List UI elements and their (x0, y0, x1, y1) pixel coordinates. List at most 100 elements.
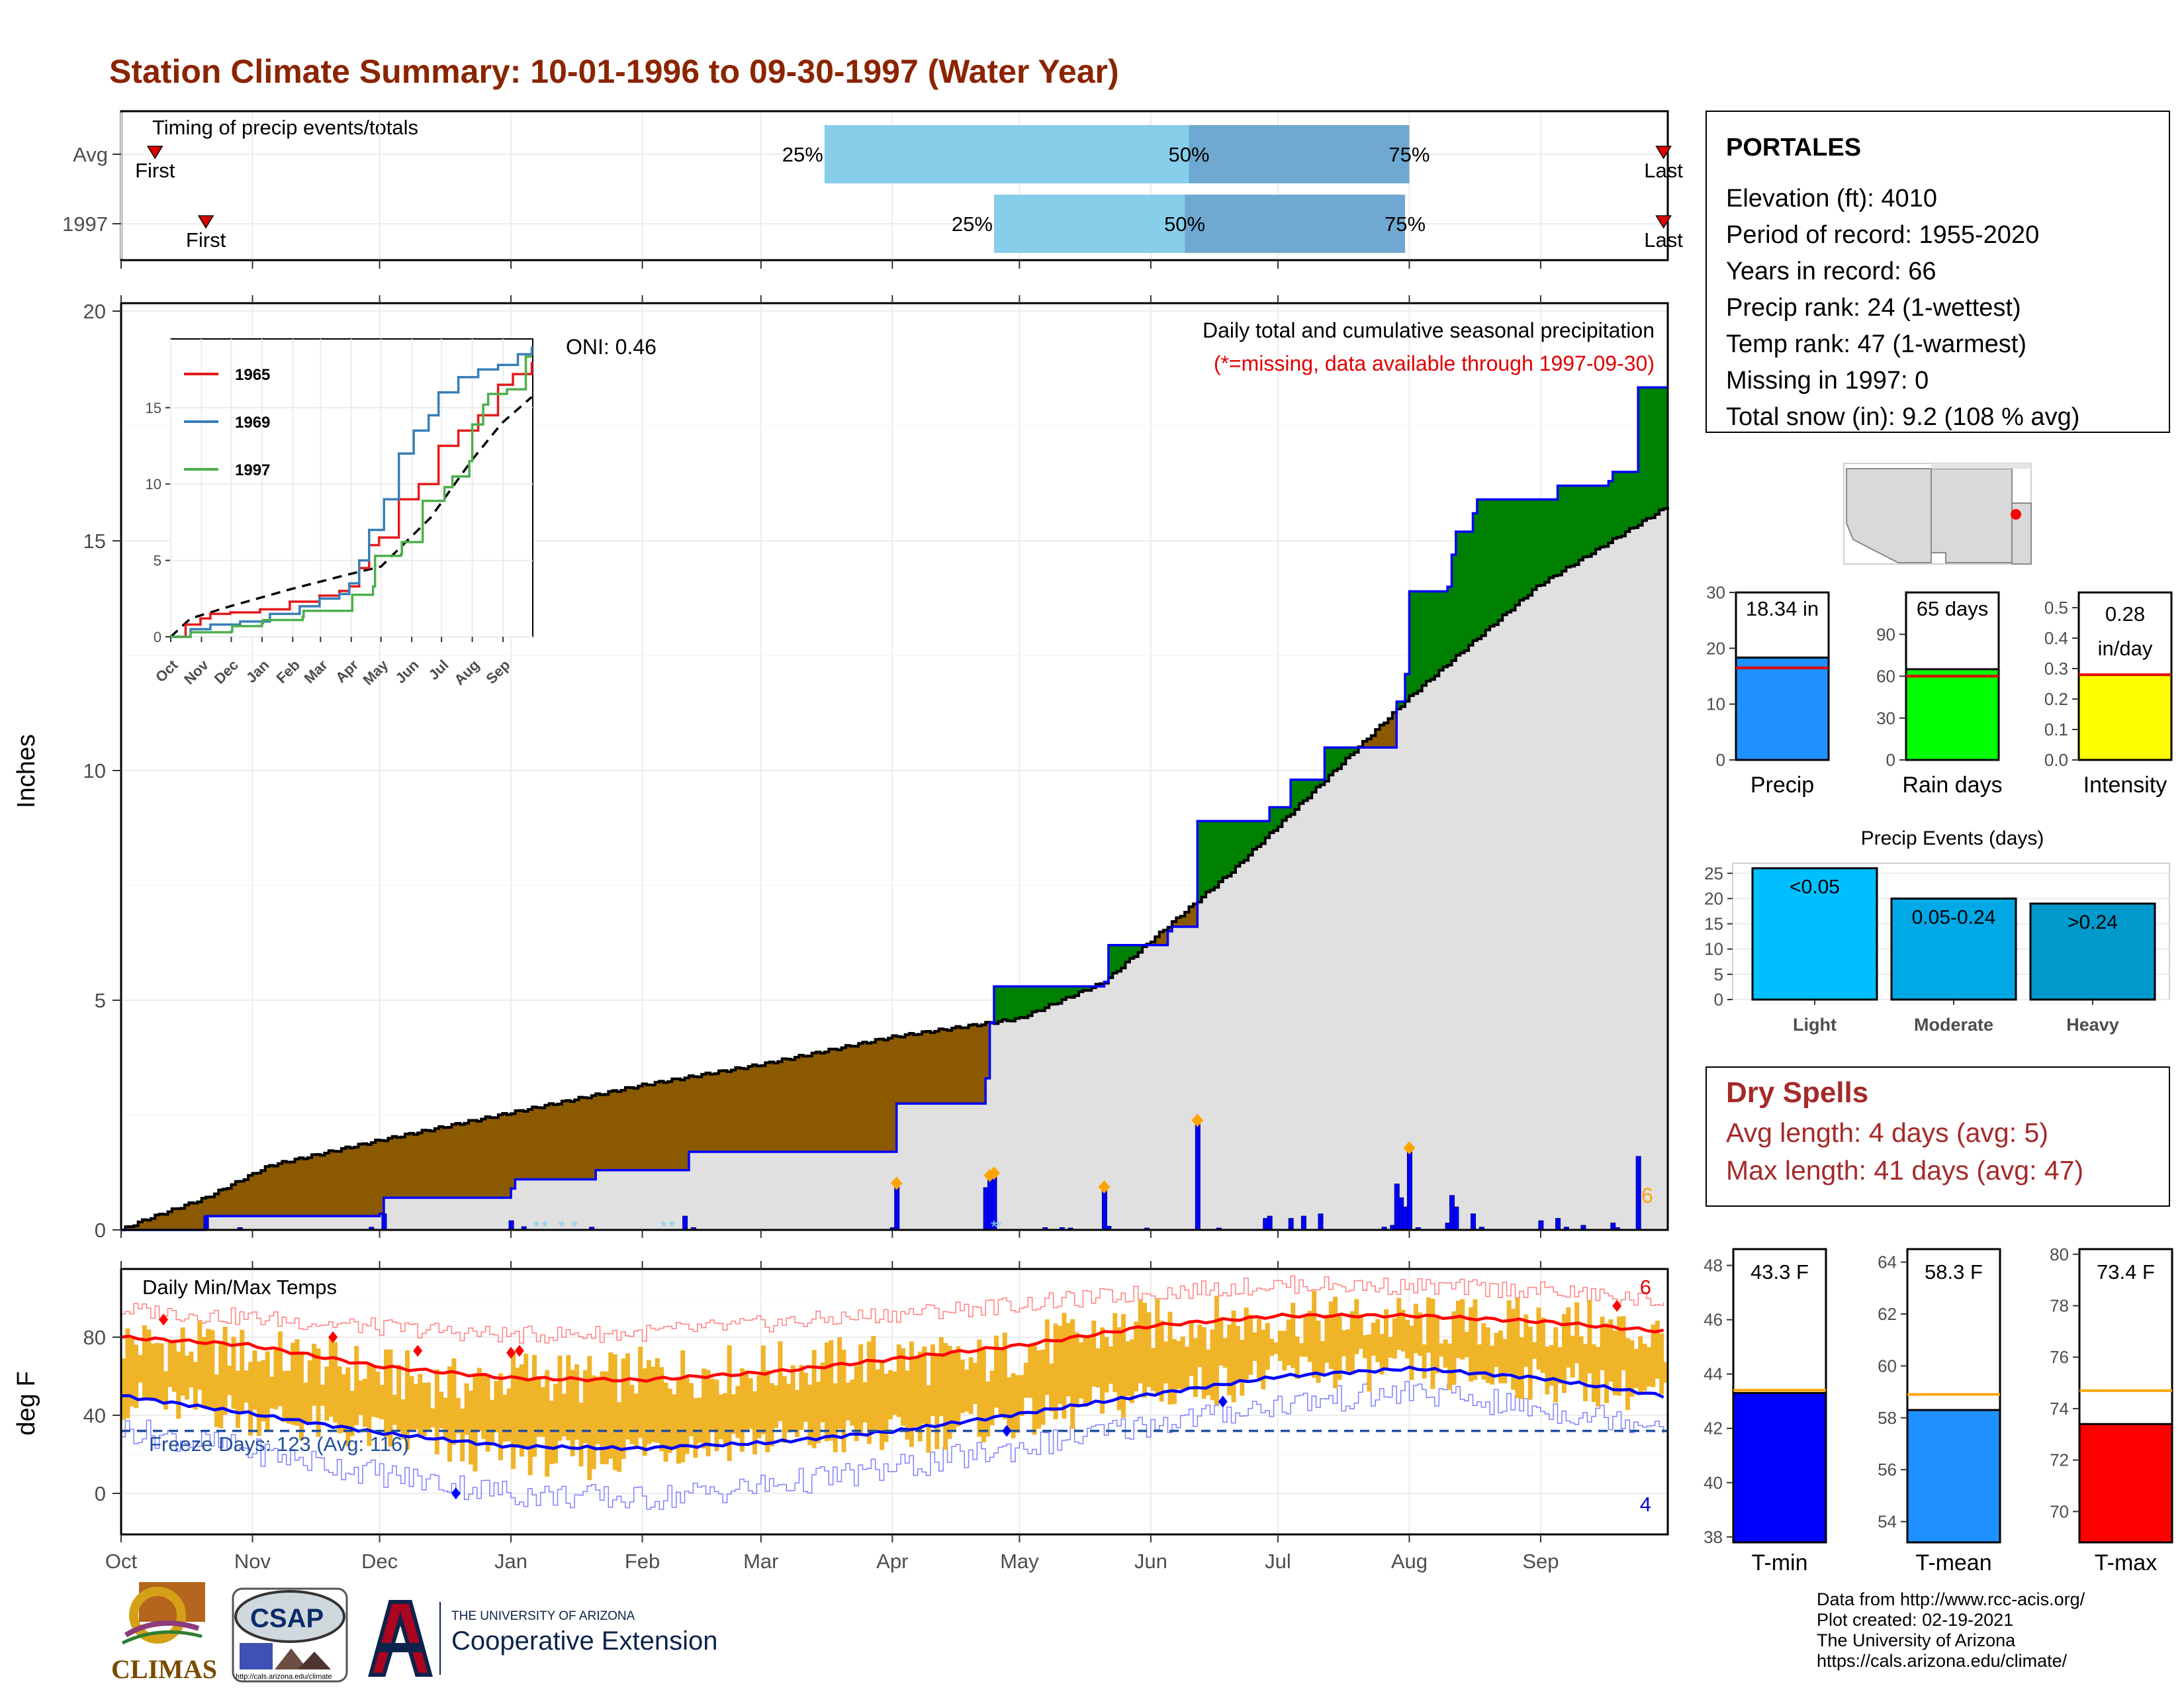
dry-spells-avg: Avg length: 4 days (avg: 5) (1726, 1117, 2048, 1148)
deficit-segment (891, 1035, 897, 1152)
stat-ytick-label: 0.1 (2044, 720, 2068, 739)
deficit-segment (981, 1025, 986, 1104)
deficit-segment (1154, 937, 1160, 945)
surplus-segment (1057, 986, 1062, 1004)
daily-temp-bar (464, 1383, 469, 1435)
daily-temp-bar (765, 1370, 770, 1453)
daily-temp-bar (1396, 1297, 1402, 1350)
daily-temp-bar (1545, 1346, 1550, 1395)
daily-temp-bar (1625, 1338, 1630, 1410)
surplus-segment (1138, 945, 1143, 953)
daily-temp-bar (222, 1327, 228, 1415)
daily-temp-bar (1282, 1331, 1287, 1371)
daily-temp-bar (240, 1329, 245, 1412)
daily-temp-bar (248, 1362, 253, 1436)
events-category-label: Light (1793, 1015, 1837, 1035)
daily-temp-bar (655, 1358, 660, 1443)
daily-temp-bar (1570, 1335, 1575, 1378)
daily-temp-bar (307, 1360, 312, 1425)
csap-logo-url: http://cals.arizona.edu/climate (236, 1673, 332, 1681)
daily-temp-bar (587, 1356, 592, 1480)
surplus-segment (1197, 821, 1203, 902)
stat-value-label: 65 days (1917, 597, 1989, 620)
deficit-segment (1387, 718, 1393, 748)
stat-bar-Precip (1735, 656, 1830, 761)
daily-temp-bar (748, 1378, 753, 1429)
daily-temp-bar (320, 1384, 325, 1406)
daily-temp-bar (561, 1393, 567, 1437)
surplus-segment (1345, 747, 1351, 759)
daily-temp-bar (227, 1366, 232, 1395)
daily-temp-bar (1557, 1347, 1563, 1384)
deficit-segment (955, 1026, 961, 1104)
daily-temp-bar (901, 1348, 906, 1426)
deficit-segment (371, 1143, 376, 1217)
inset-ytick-label: 15 (146, 400, 161, 416)
deficit-segment (972, 1024, 978, 1104)
daily-temp-bar (125, 1328, 130, 1419)
surplus-segment (1108, 945, 1113, 978)
daily-temp-bar (714, 1380, 719, 1452)
deficit-segment (731, 1070, 736, 1152)
surplus-segment (1443, 591, 1448, 667)
daily-precip-bar (1453, 1206, 1459, 1231)
events-category-label: Moderate (1914, 1015, 1993, 1035)
surplus-segment (1655, 387, 1660, 515)
daily-temp-bar (451, 1358, 457, 1445)
daily-temp-bar (1312, 1290, 1317, 1378)
stat-value-label: 0.28 (2105, 602, 2145, 626)
daily-temp-bar (1193, 1338, 1198, 1397)
daily-temp-bar (328, 1337, 334, 1417)
daily-temp-bar (527, 1380, 533, 1476)
surplus-segment (1582, 485, 1588, 557)
deficit-segment (498, 1115, 503, 1198)
daily-temp-bar (887, 1370, 893, 1420)
month-axis-label: Dec (361, 1550, 398, 1573)
precip-ylabel: Inches (13, 734, 40, 808)
daily-temp-bar (1651, 1324, 1656, 1387)
deficit-segment (188, 1202, 194, 1230)
footer-line: The University of Arizona (1817, 1630, 2016, 1650)
surplus-segment (1472, 513, 1478, 641)
ua-logo: THE UNIVERSITY OF ARIZONA Cooperative Ex… (368, 1600, 717, 1677)
surplus-segment (1023, 986, 1028, 1018)
deficit-segment (1371, 735, 1376, 748)
daily-temp-bar (371, 1366, 376, 1417)
daily-temp-bar (744, 1370, 749, 1432)
deficit-segment (133, 1225, 139, 1230)
daily-temp-bar (1307, 1311, 1312, 1362)
precip-ytick-label: 10 (83, 759, 106, 782)
deficit-segment (459, 1124, 465, 1198)
surplus-segment (1515, 499, 1520, 605)
timing-row-label: Avg (73, 143, 108, 166)
stat-value-unit: in/day (2098, 637, 2153, 660)
daily-temp-bar (1248, 1314, 1253, 1375)
daily-temp-bar (596, 1376, 601, 1444)
daily-temp-bar (880, 1360, 885, 1450)
surplus-segment (1040, 986, 1046, 1011)
surplus-segment (1201, 821, 1206, 898)
surplus-segment (1565, 485, 1571, 567)
daily-precip-bar (1635, 1156, 1641, 1231)
daily-temp-bar (1121, 1314, 1126, 1418)
daily-temp-bar (723, 1393, 728, 1444)
deficit-segment (544, 1105, 550, 1180)
surplus-segment (1332, 747, 1338, 771)
station-info-line: Period of record: 1955-2020 (1726, 221, 2039, 249)
surplus-segment (1032, 986, 1037, 1012)
daily-temp-bar (1036, 1350, 1041, 1429)
deficit-segment (764, 1062, 770, 1152)
daily-temp-bar (367, 1364, 372, 1446)
deficit-segment (574, 1100, 579, 1180)
events-category-label: Heavy (2066, 1015, 2119, 1035)
daily-temp-bar (1303, 1314, 1308, 1357)
deficit-segment (201, 1198, 206, 1230)
surplus-segment (1629, 471, 1635, 529)
deficit-segment (295, 1158, 300, 1217)
daily-temp-bar (189, 1351, 194, 1388)
daily-temp-bar (782, 1376, 787, 1443)
daily-temp-bar (532, 1354, 537, 1457)
daily-temp-bar (138, 1355, 143, 1383)
daily-temp-bar (1150, 1348, 1156, 1391)
daily-temp-bar (1341, 1330, 1346, 1357)
